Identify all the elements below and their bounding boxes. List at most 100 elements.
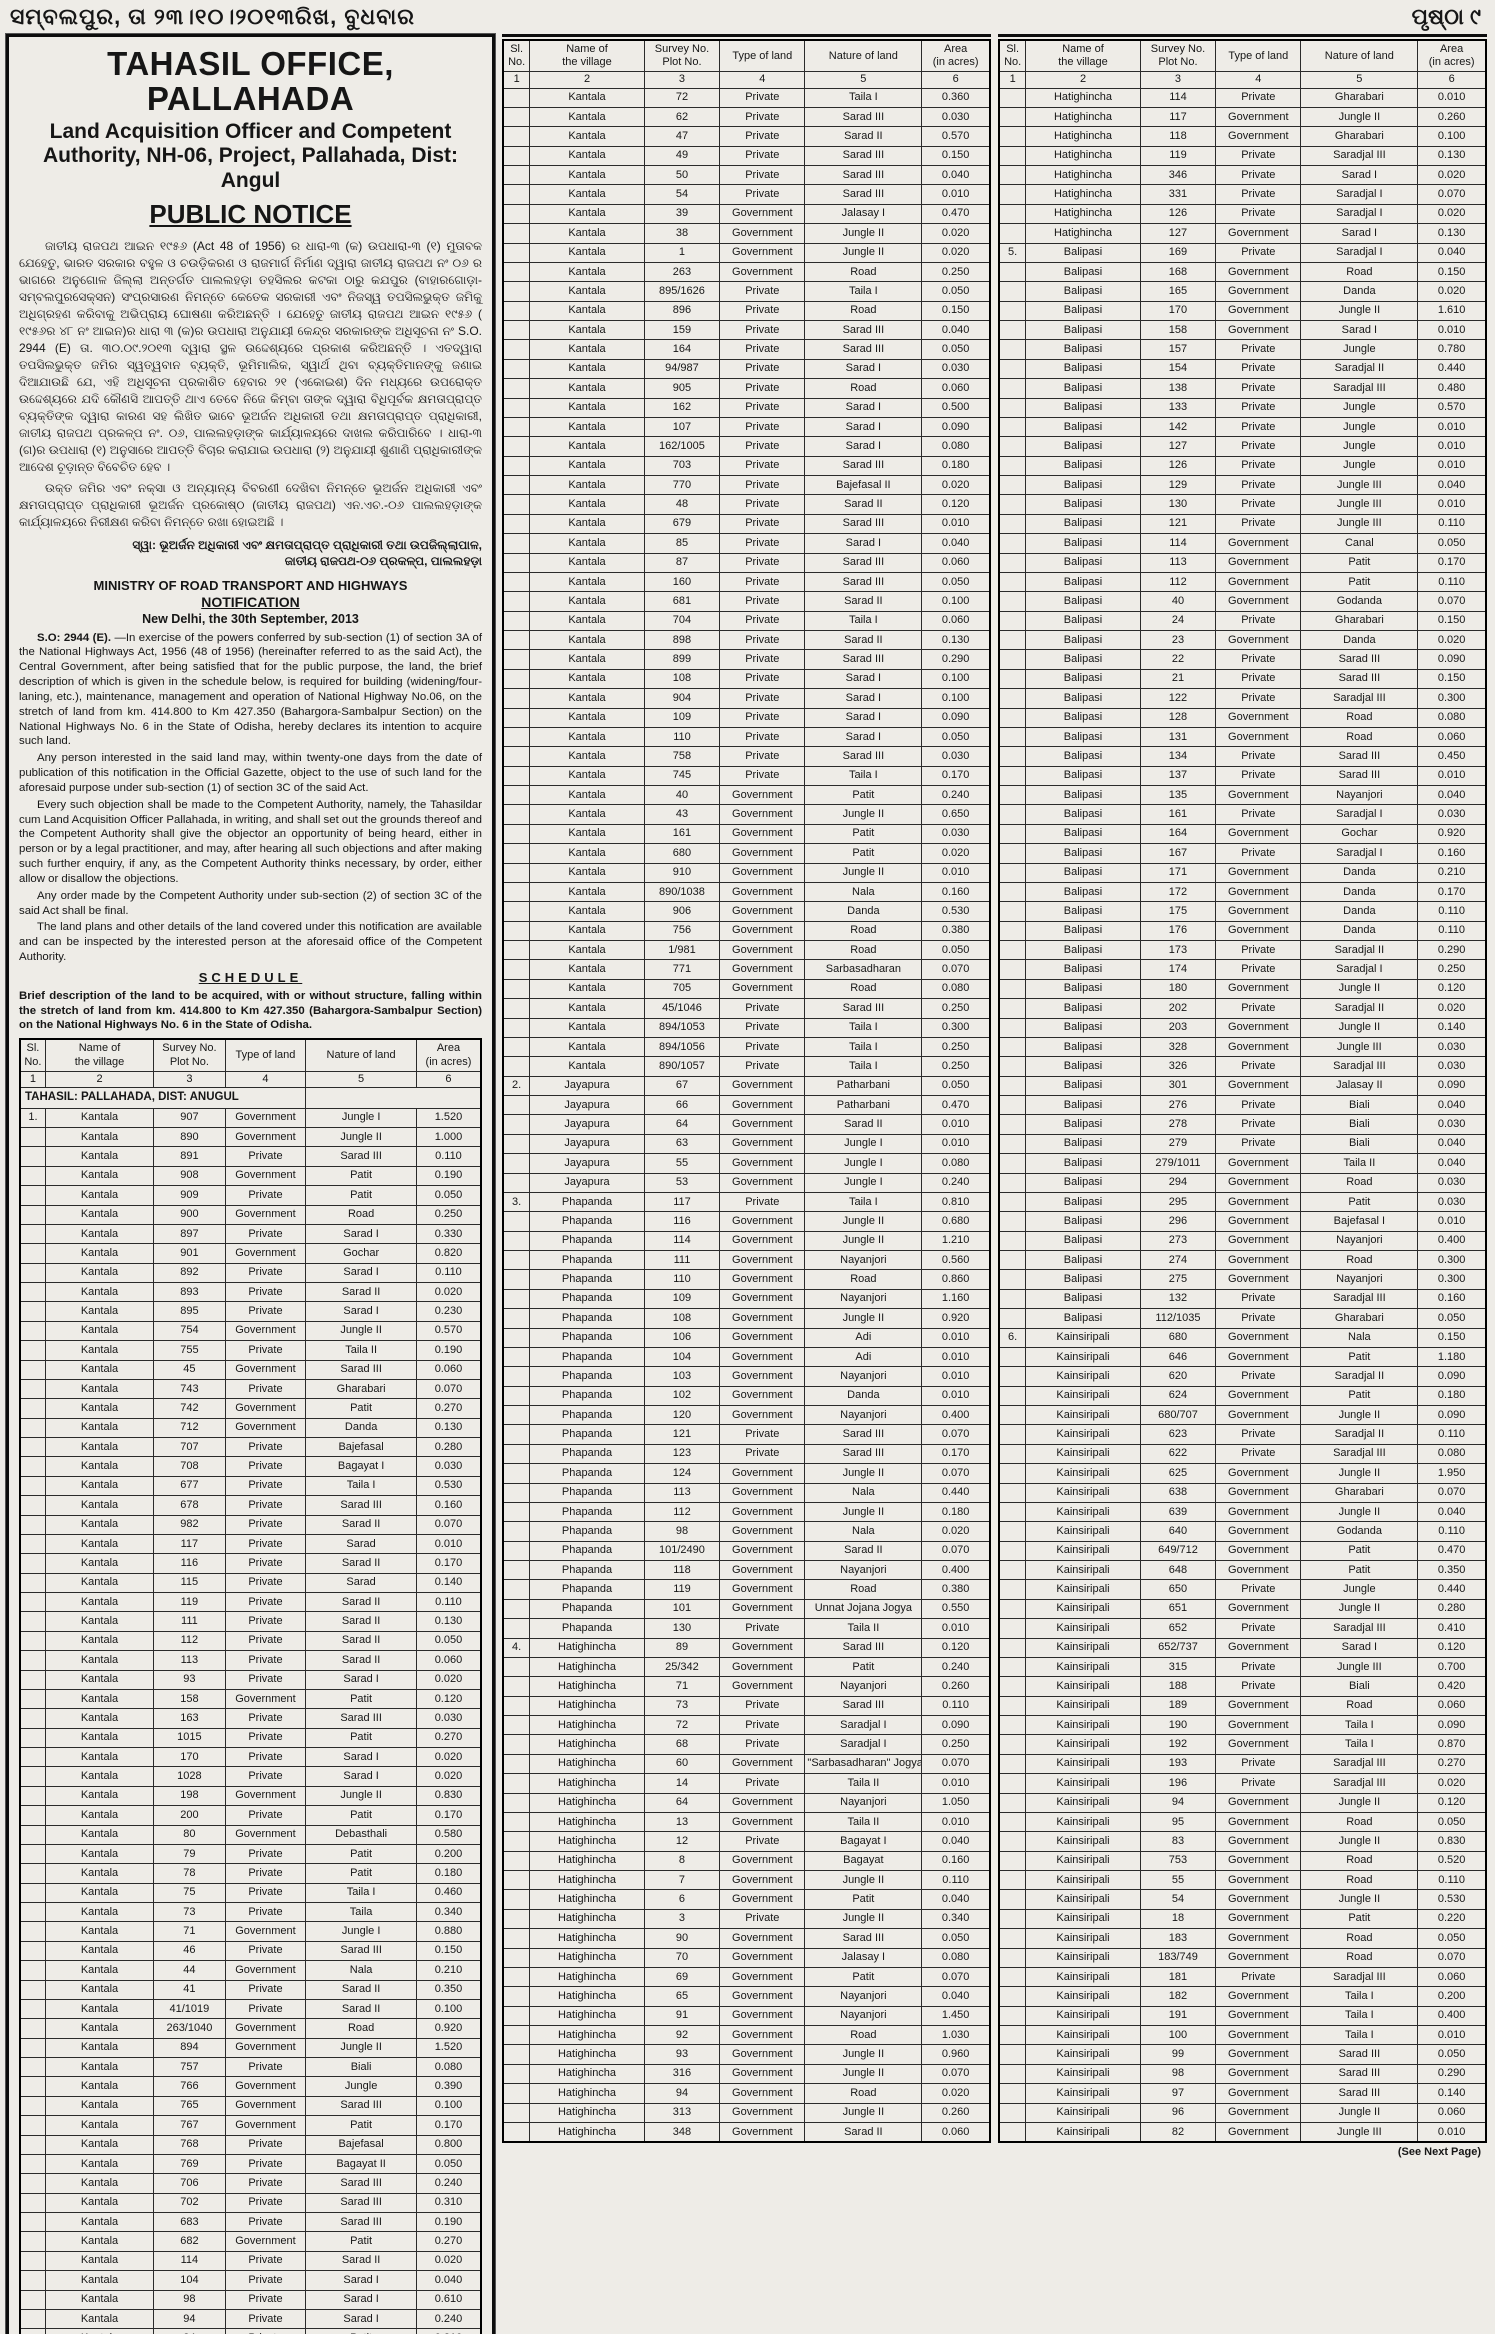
cell-village: Kainsiripali xyxy=(1025,1482,1141,1503)
notification-paragraph: The land plans and other details of the … xyxy=(19,921,482,963)
cell-area: 0.530 xyxy=(921,901,991,922)
cell-slno xyxy=(19,2153,46,2175)
table-row: Kantala 677 Private Taila I 0.530 xyxy=(19,1475,482,1497)
cell-land-type: Government xyxy=(719,1811,806,1833)
cell-land-type: Government xyxy=(719,1230,806,1252)
cell-area: 0.400 xyxy=(1417,2005,1487,2027)
table-row: Kantala 47 Private Sarad II 0.570 xyxy=(502,126,991,147)
cell-survey-no: 909 xyxy=(153,1185,226,1206)
cell-survey-no: 39 xyxy=(643,203,721,225)
cell-village: Kantala xyxy=(529,959,645,980)
cell-land-type: Government xyxy=(224,1921,307,1942)
cell-area: 0.170 xyxy=(921,1443,991,1465)
table-row: Kantala 114 Private Sarad II 0.020 xyxy=(19,2250,482,2272)
cell-slno xyxy=(19,1960,46,1981)
cell-survey-no: 21 xyxy=(1139,668,1217,690)
cell-survey-no: 770 xyxy=(643,475,721,496)
table-row: Balipasi 170 Government Jungle II 1.610 xyxy=(998,300,1487,322)
cell-area: 0.020 xyxy=(415,1747,482,1768)
cell-survey-no: 680 xyxy=(643,843,721,864)
cell-survey-no: 895 xyxy=(153,1301,226,1322)
cell-slno xyxy=(502,1908,531,1930)
cell-area: 0.080 xyxy=(921,1947,991,1968)
cell-village: Hatighincha xyxy=(529,1831,645,1852)
cell-area: 0.040 xyxy=(921,1831,991,1852)
cell-land-nature: Saradjal II xyxy=(1300,998,1419,1019)
cell-land-nature: Sarad I xyxy=(305,1669,417,1690)
cell-land-nature: Taila I xyxy=(804,765,923,787)
cell-village: Balipasi xyxy=(1025,436,1141,457)
cell-village: Kantala xyxy=(529,494,645,515)
cell-survey-no: 680 xyxy=(1139,1327,1217,1348)
cell-land-nature: Biali xyxy=(305,2057,417,2078)
cell-land-nature: Jungle II xyxy=(1300,1889,1419,1910)
cell-slno xyxy=(998,1463,1027,1484)
cell-village: Balipasi xyxy=(1025,959,1141,980)
cell-area: 0.040 xyxy=(921,1986,991,2007)
cell-village: Kantala xyxy=(529,901,645,922)
cell-land-type: Private xyxy=(1215,1366,1302,1387)
cell-area: 0.250 xyxy=(921,998,991,1019)
table-row: Hatighincha 64 Government Nayanjori 1.050 xyxy=(502,1792,991,1813)
cell-land-nature: Sarad I xyxy=(1300,320,1419,341)
table-row: Jayapura 64 Government Sarad II 0.010 xyxy=(502,1114,991,1135)
cell-area: 0.240 xyxy=(921,1656,991,1678)
cell-slno xyxy=(502,339,531,360)
cell-slno xyxy=(998,1966,1027,1988)
cell-land-type: Private xyxy=(224,1514,307,1535)
cell-land-type: Government xyxy=(1215,1695,1302,1717)
cell-area: 0.190 xyxy=(415,2212,482,2233)
cell-area: 1.210 xyxy=(921,1230,991,1252)
cell-slno xyxy=(502,610,531,632)
cell-area: 0.010 xyxy=(921,1811,991,1833)
table-row: Kantala 117 Private Sarad 0.010 xyxy=(19,1533,482,1555)
cell-village: Hatighincha xyxy=(529,2063,645,2085)
cell-slno xyxy=(19,1572,46,1594)
cell-land-nature: Godanda xyxy=(1300,1521,1419,1542)
cell-land-type: Private xyxy=(1215,1676,1302,1697)
cell-slno xyxy=(19,1727,46,1749)
cell-village: Kantala xyxy=(529,862,645,883)
cell-area: 0.120 xyxy=(921,1637,991,1658)
cell-land-type: Government xyxy=(224,2095,307,2117)
cell-survey-no: 769 xyxy=(153,2153,226,2175)
cell-land-type: Private xyxy=(719,397,806,418)
cell-village: Kantala xyxy=(529,823,645,845)
cell-land-nature: Nayanjori xyxy=(804,1792,923,1813)
cell-land-type: Government xyxy=(719,804,806,825)
cell-survey-no: 126 xyxy=(1139,203,1217,225)
cell-slno xyxy=(19,1378,46,1400)
cell-land-type: Private xyxy=(1215,688,1302,709)
cell-land-type: Government xyxy=(1215,1908,1302,1930)
cell-slno xyxy=(19,1979,46,2000)
cell-land-type: Private xyxy=(224,1282,307,1303)
cell-land-type: Private xyxy=(224,1185,307,1206)
cell-land-type: Government xyxy=(1215,1850,1302,1872)
table-row: Hatighincha 13 Government Taila II 0.010 xyxy=(502,1811,991,1833)
table-row: Kainsiripali 650 Private Jungle 0.440 xyxy=(998,1579,1487,1600)
cell-land-type: Government xyxy=(1215,1230,1302,1252)
cell-slno xyxy=(19,1127,46,1148)
cell-land-nature: Jungle II xyxy=(804,804,923,825)
cell-village: Hatighincha xyxy=(529,1928,645,1949)
cell-land-nature: Sarad II xyxy=(305,1592,417,1613)
cell-area: 0.100 xyxy=(921,591,991,612)
cell-village: Kantala xyxy=(529,591,645,612)
cell-village: Balipasi xyxy=(1025,475,1141,496)
cell-land-nature: Nayanjori xyxy=(1300,1269,1419,1290)
table-row: Balipasi 176 Government Danda 0.110 xyxy=(998,920,1487,942)
cell-area: 0.010 xyxy=(921,184,991,205)
table-row: Hatighincha 8 Government Bagayat 0.160 xyxy=(502,1850,991,1872)
table-row: Phapanda 130 Private Taila II 0.010 xyxy=(502,1618,991,1639)
cell-land-nature: Jungle II xyxy=(804,1211,923,1232)
cell-slno xyxy=(19,2134,46,2155)
cell-area: 0.090 xyxy=(921,416,991,438)
cell-village: Hatighincha xyxy=(529,1715,645,1736)
cell-survey-no: 904 xyxy=(643,688,721,709)
cell-survey-no: 108 xyxy=(643,1308,721,1329)
cell-survey-no: 101 xyxy=(643,1598,721,1620)
cell-area: 0.090 xyxy=(1417,1405,1487,1426)
cell-area: 0.050 xyxy=(1417,533,1487,554)
cell-land-type: Government xyxy=(1215,126,1302,147)
cell-survey-no: 180 xyxy=(1139,978,1217,1000)
